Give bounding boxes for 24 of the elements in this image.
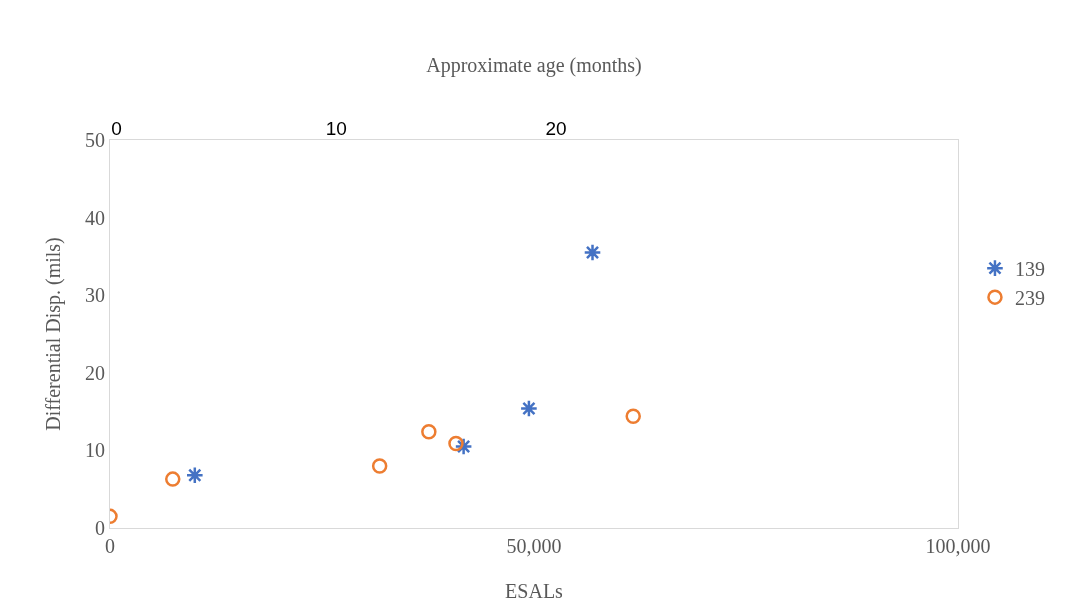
x-tick-label: 50,000 — [506, 535, 562, 557]
point — [625, 408, 641, 424]
point — [185, 466, 204, 485]
x2-tick-label: 0 — [111, 118, 122, 140]
point — [421, 424, 437, 440]
y-tick-label: 0 — [95, 517, 105, 539]
x-axis-title: ESALs — [505, 580, 564, 602]
x2-tick-label: 10 — [325, 118, 347, 140]
x-tick-label: 100,000 — [925, 535, 991, 557]
point — [519, 399, 538, 418]
point — [165, 471, 181, 487]
y-tick-label: 10 — [85, 439, 105, 462]
x2-tick-label: 20 — [545, 118, 567, 140]
point — [583, 243, 602, 262]
y-axis-title: Differential Disp. (mils) — [42, 237, 65, 431]
y-tick-label: 40 — [85, 206, 105, 229]
legend-label: 139 — [1014, 257, 1045, 280]
y-tick-label: 20 — [85, 361, 105, 384]
y-tick-label: 30 — [85, 284, 105, 307]
legend-label: 239 — [1014, 286, 1045, 309]
x2-axis-title: Approximate age (months) — [426, 53, 642, 77]
y-tick-label: 50 — [85, 129, 105, 151]
point — [448, 435, 464, 452]
point — [371, 458, 388, 474]
